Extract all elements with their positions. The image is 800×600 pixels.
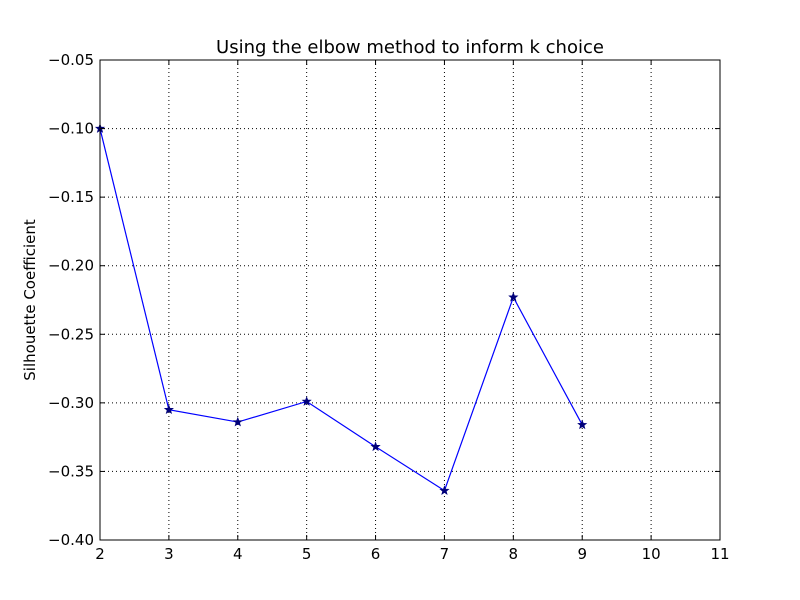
x-tick-label: 2 (95, 545, 105, 563)
y-tick-label: −0.25 (48, 325, 94, 343)
chart-title: Using the elbow method to inform k choic… (216, 37, 604, 58)
data-point-star-marker (370, 441, 381, 452)
y-tick-label: −0.35 (48, 462, 94, 480)
x-axis-tick-labels: 2 3 4 5 6 7 8 9 10 11 (95, 545, 729, 563)
x-tick-label: 8 (509, 545, 519, 563)
x-tick-label: 10 (642, 545, 661, 563)
y-axis-tick-labels: −0.05 −0.10 −0.15 −0.20 −0.25 −0.30 −0.35 −0.40 (48, 51, 94, 549)
x-tick-label: 11 (710, 545, 729, 563)
data-point-star-marker (577, 419, 588, 430)
y-axis-label: Silhouette Coefficient (21, 219, 39, 381)
data-point-star-marker (439, 485, 450, 495)
y-tick-label: −0.15 (48, 188, 94, 206)
y-tick-label: −0.30 (48, 394, 94, 412)
data-point-star-marker (301, 396, 312, 406)
data-point-star-marker (508, 291, 519, 302)
x-tick-label: 9 (577, 545, 587, 563)
y-tick-label: −0.40 (48, 531, 94, 549)
y-tick-label: −0.20 (48, 257, 94, 275)
axis-ticks (99, 59, 721, 541)
y-tick-label: −0.10 (48, 120, 94, 138)
x-tick-label: 4 (233, 545, 243, 563)
x-tick-label: 7 (440, 545, 450, 563)
x-tick-label: 5 (302, 545, 312, 563)
data-point-star-marker (232, 416, 243, 427)
data-point-star-marker (163, 404, 174, 415)
x-tick-label: 3 (164, 545, 174, 563)
y-tick-label: −0.05 (48, 51, 94, 69)
plot-area-frame (99, 59, 721, 541)
series-line (99, 128, 583, 492)
x-tick-label: 6 (371, 545, 381, 563)
